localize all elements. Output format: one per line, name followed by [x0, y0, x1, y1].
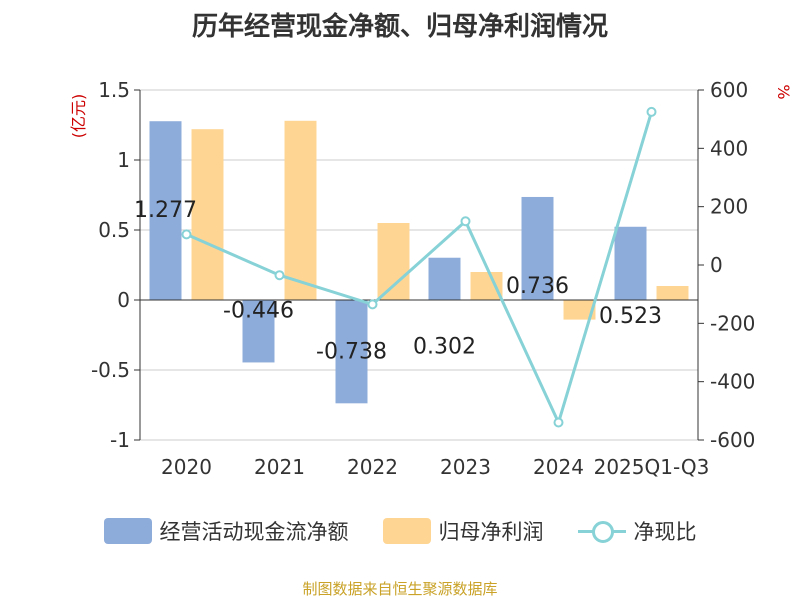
y-right-tick-label: -200 — [710, 311, 755, 335]
y-left-tick-label: -0.5 — [91, 358, 130, 382]
legend-item-net-profit[interactable]: 归母净利润 — [382, 516, 544, 546]
chart-legend: 经营活动现金流净额 归母净利润 净现比 — [0, 516, 800, 546]
point-ratio — [181, 229, 192, 240]
y-right-tick-label: 400 — [710, 136, 748, 160]
point-ratio — [646, 106, 657, 117]
x-tick-label: 2021 — [254, 455, 305, 479]
data-label-cash-flow: 0.736 — [506, 274, 569, 299]
point-ratio — [553, 417, 564, 428]
legend-label-net-profit: 归母净利润 — [438, 520, 544, 544]
bar-net-profit — [470, 272, 503, 300]
bar-cash-flow — [614, 226, 647, 300]
legend-swatch-net-profit — [382, 518, 431, 544]
y-left-tick-label: -1 — [110, 428, 130, 452]
x-tick-label: 2020 — [161, 455, 212, 479]
bar-cash-flow — [242, 300, 275, 363]
legend-label-ratio: 净现比 — [633, 520, 697, 544]
point-ratio — [367, 299, 378, 310]
legend-item-ratio[interactable]: 净现比 — [577, 516, 697, 546]
y-left-tick-label: 0 — [117, 288, 130, 312]
x-tick-label: 2022 — [347, 455, 398, 479]
legend-swatch-cash-flow — [103, 518, 152, 544]
data-label-cash-flow: 0.302 — [413, 335, 476, 360]
x-tick-label: 2023 — [440, 455, 491, 479]
y-right-tick-label: 600 — [710, 78, 748, 102]
y-left-tick-label: 1 — [117, 148, 130, 172]
bar-cash-flow — [335, 300, 368, 404]
x-tick-label: 2025Q1-Q3 — [594, 455, 710, 479]
y-left-tick-label: 0.5 — [98, 218, 130, 242]
point-ratio — [274, 270, 285, 281]
bar-cash-flow — [428, 257, 461, 300]
data-label-cash-flow: -0.446 — [223, 298, 294, 323]
y-right-tick-label: -600 — [710, 428, 755, 452]
bar-net-profit — [656, 286, 689, 300]
legend-label-cash-flow: 经营活动现金流净额 — [159, 520, 349, 544]
bar-net-profit — [377, 223, 410, 300]
y-right-tick-label: 0 — [710, 253, 723, 277]
series-line-ratio — [185, 111, 653, 427]
data-label-cash-flow: -0.738 — [316, 339, 387, 364]
y-right-tick-label: 200 — [710, 195, 748, 219]
bar-net-profit — [284, 120, 317, 300]
bar-cash-flow — [149, 121, 182, 300]
bar-net-profit — [191, 129, 224, 300]
legend-swatch-ratio — [577, 518, 626, 544]
x-tick-label: 2024 — [533, 455, 584, 479]
chart-title: 历年经营现金净额、归母净利润情况 — [191, 12, 608, 42]
y-left-tick-label: 1.5 — [98, 78, 130, 102]
bar-net-profit — [563, 300, 596, 320]
data-label-cash-flow: 0.523 — [599, 304, 662, 329]
y-right-axis-title: % — [774, 84, 793, 99]
bar-cash-flow — [521, 196, 554, 300]
legend-item-cash-flow[interactable]: 经营活动现金流净额 — [103, 516, 349, 546]
y-left-axis-title: (亿元) — [69, 94, 88, 139]
y-right-tick-label: -400 — [710, 370, 755, 394]
data-source-note: 制图数据来自恒生聚源数据库 — [302, 580, 498, 598]
data-label-cash-flow: 1.277 — [134, 198, 197, 223]
point-ratio — [460, 216, 471, 227]
